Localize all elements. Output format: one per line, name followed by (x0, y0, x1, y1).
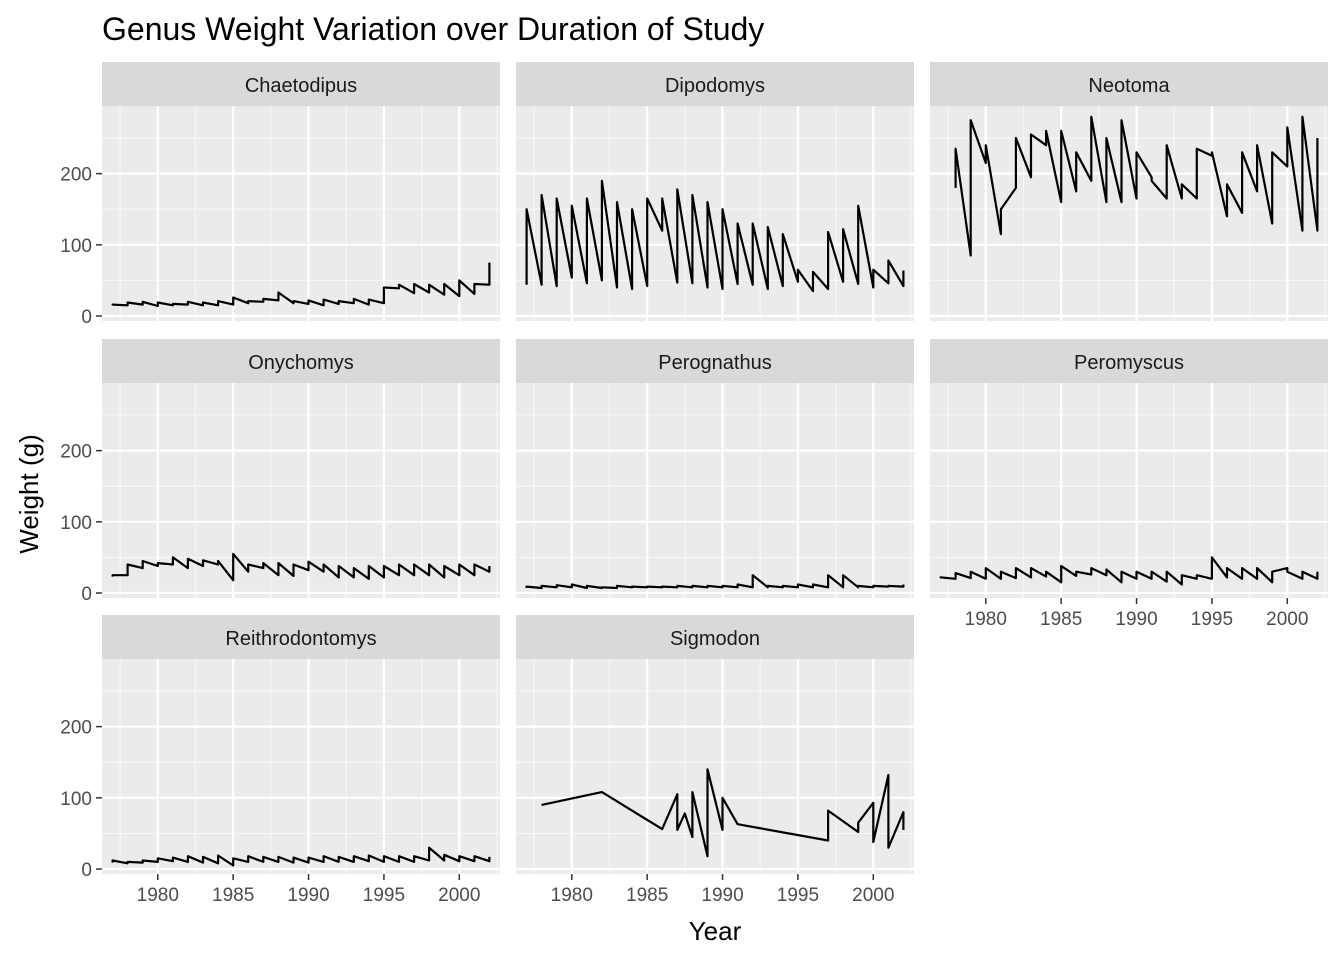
x-tick-label: 1985 (1040, 609, 1082, 630)
y-tick-label: 200 (60, 442, 92, 463)
panel-neotoma: Neotoma (930, 62, 1328, 321)
panel-chaetodipus: Chaetodipus 0 100 200 (60, 62, 500, 328)
x-tick-label: 1980 (551, 885, 593, 906)
x-tick-label: 2000 (852, 885, 894, 906)
strip-label-neotoma: Neotoma (1088, 75, 1170, 97)
x-tick-label: 1990 (701, 885, 743, 906)
x-tick-label: 2000 (1266, 609, 1308, 630)
y-tick-label: 100 (60, 789, 92, 810)
y-tick-label: 100 (60, 236, 92, 257)
series-line-chaetodipus (111, 262, 491, 308)
x-tick-label: 1990 (1115, 609, 1157, 630)
strip-dipodomys (516, 62, 914, 106)
strip-neotoma (930, 62, 1328, 106)
strip-label-onychomys: Onychomys (248, 352, 354, 374)
series-line-neotoma (954, 115, 1319, 257)
x-tick-label: 1995 (777, 885, 819, 906)
strip-label-peromyscus: Peromyscus (1074, 352, 1184, 374)
y-tick-label: 200 (60, 718, 92, 739)
series-line-perognathus (525, 574, 905, 590)
strip-perognathus (516, 339, 914, 383)
panel-perognathus: Perognathus (516, 339, 914, 598)
series-line-peromyscus (939, 556, 1319, 586)
series-line-onychomys (111, 552, 491, 582)
strip-sigmodon (516, 615, 914, 659)
plot-area-sigmodon (516, 659, 914, 874)
panel-dipodomys: Dipodomys (516, 62, 914, 321)
y-tick-label: 0 (81, 307, 92, 328)
panel-onychomys: Onychomys 0 100 200 (60, 339, 500, 605)
y-tick-label: 200 (60, 165, 92, 186)
strip-label-chaetodipus: Chaetodipus (245, 75, 357, 97)
plot-area-perognathus (516, 383, 914, 598)
series-line-sigmodon (541, 768, 905, 858)
x-axis-title: Year (689, 916, 742, 946)
strip-label-perognathus: Perognathus (658, 352, 771, 374)
x-tick-label: 1985 (626, 885, 668, 906)
y-tick-label: 0 (81, 860, 92, 881)
strip-chaetodipus (102, 62, 500, 106)
x-tick-label: 1990 (287, 885, 329, 906)
panel-sigmodon: Sigmodon 1980 1985 1990 1995 2000 (516, 615, 914, 906)
plot-area-chaetodipus (102, 106, 500, 321)
x-tick-label: 1995 (363, 885, 405, 906)
strip-onychomys (102, 339, 500, 383)
x-tick-label: 1980 (137, 885, 179, 906)
y-tick-label: 100 (60, 513, 92, 534)
x-tick-label: 1995 (1191, 609, 1233, 630)
strip-label-sigmodon: Sigmodon (670, 628, 760, 650)
x-tick-label: 1980 (965, 609, 1007, 630)
x-tick-label: 2000 (438, 885, 480, 906)
strip-reithrodontomys (102, 615, 500, 659)
series-line-reithrodontomys (111, 846, 491, 867)
y-axis-title: Weight (g) (14, 434, 44, 553)
facet-panels: Chaetodipus 0 100 200 Dipodomys Neotoma Onycho… (60, 62, 1328, 906)
strip-label-reithrodontomys: Reithrodontomys (225, 628, 376, 650)
plot-area-dipodomys (516, 106, 914, 321)
strip-label-dipodomys: Dipodomys (665, 75, 765, 97)
series-line-dipodomys (525, 179, 905, 293)
panel-peromyscus: Peromyscus 1980 1985 1990 1995 2000 (930, 339, 1328, 630)
strip-peromyscus (930, 339, 1328, 383)
plot-area-peromyscus (930, 383, 1328, 598)
panel-reithrodontomys: Reithrodontomys 0 100 200 1980 1985 1990 1995 20… (60, 615, 500, 906)
chart-title: Genus Weight Variation over Duration of … (102, 11, 764, 47)
y-tick-label: 0 (81, 584, 92, 605)
plot-area-reithrodontomys (102, 659, 500, 874)
plot-area-onychomys (102, 383, 500, 598)
x-tick-label: 1985 (212, 885, 254, 906)
